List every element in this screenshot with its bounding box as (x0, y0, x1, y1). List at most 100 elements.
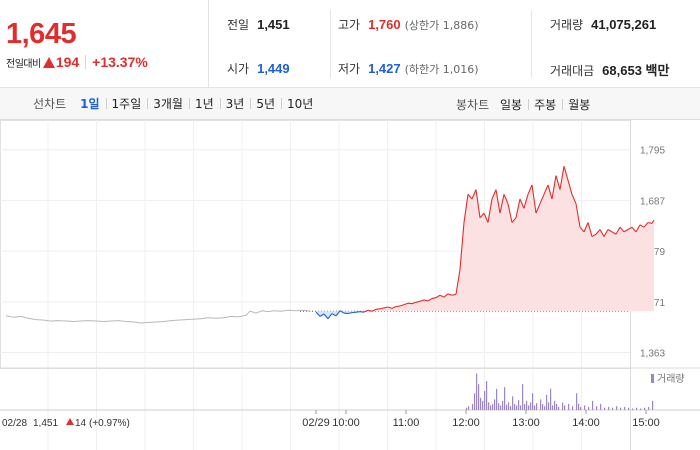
volume-bar (636, 407, 638, 410)
price-line-segment (479, 212, 485, 219)
volume-bar (484, 391, 486, 410)
volume-bar (502, 400, 504, 410)
price-line-segment (643, 222, 649, 228)
tab-1-year[interactable]: 1년 (188, 95, 220, 112)
price-line-segment (447, 293, 453, 296)
y-tick-label: 1,363 (640, 349, 665, 360)
price-line-segment (339, 310, 345, 314)
tab-1-day[interactable]: 1일 (80, 97, 100, 111)
change-row: 전일대비 194 +13.37% (6, 54, 148, 70)
price-line-segment (619, 226, 625, 233)
volume-bar (604, 407, 606, 410)
volume-bar (616, 406, 618, 410)
price-line-segment (571, 194, 577, 204)
volume-bar (534, 405, 536, 410)
stat-amount: 거래대금 68,653 백만 (550, 60, 669, 79)
price-line-segment (463, 194, 469, 223)
x-tick-label: 12:00 (452, 417, 480, 429)
tab-weekly-candle[interactable]: 주봉 (528, 96, 562, 113)
price-line-segment (451, 293, 457, 296)
price-line-segment (555, 175, 561, 190)
volume-bar (530, 402, 532, 410)
x-tick-label: 15:00 (632, 417, 660, 429)
stat-low: 저가 1,427 (하한가 1,016) (338, 60, 479, 77)
stat-open: 시가 1,449 (227, 60, 290, 77)
volume-bar (532, 393, 534, 410)
volume-bar (474, 393, 476, 410)
price-line-segment (499, 194, 505, 214)
price-line-segment (511, 217, 517, 223)
price-line-segment (627, 226, 633, 231)
volume-bar (506, 404, 508, 410)
price-line-segment (331, 313, 337, 317)
volume-bar (496, 388, 498, 410)
stat-high: 고가 1,760 (상한가 1,886) (338, 16, 479, 33)
volume-bar (546, 394, 548, 410)
divider (85, 55, 87, 69)
volume-bar (512, 396, 514, 410)
price-line-segment (559, 166, 565, 190)
price-line-segment (391, 306, 397, 309)
price-line-segment (519, 198, 525, 209)
tab-5-years[interactable]: 5년 (250, 95, 281, 112)
volume-bar (562, 402, 564, 410)
price-line-segment (635, 224, 641, 233)
price-line-segment (475, 189, 481, 218)
price-line-segment (379, 307, 385, 310)
tab-monthly-candle[interactable]: 월봉 (562, 96, 596, 113)
price-line-segment (495, 189, 501, 214)
price-line-segment (579, 226, 585, 233)
stat-label: 고가 (338, 18, 361, 32)
price-line-segment (459, 222, 465, 270)
volume-bar (644, 407, 646, 410)
price-line-segment (523, 194, 529, 209)
stat-label: 저가 (338, 62, 361, 76)
volume-bar (580, 406, 582, 410)
volume-bar (624, 406, 626, 410)
change-rate: +13.37% (92, 54, 148, 70)
volume-bar (564, 405, 566, 410)
price-line-segment (403, 302, 409, 306)
line-chart-title: 선차트 (33, 97, 67, 111)
volume-bar (550, 388, 552, 410)
tab-10-years[interactable]: 10년 (281, 95, 319, 112)
divider (330, 10, 331, 78)
volume-bar (488, 402, 490, 410)
volume-bar (520, 405, 522, 410)
volume-bar (482, 400, 484, 410)
divider (531, 10, 532, 78)
volume-bar (492, 403, 494, 410)
period-tab-bar: 선차트 1일 1주일 3개월 1년 3년 5년 10년 봉차트 일봉 주봉 월봉 (0, 88, 700, 120)
price-line-segment (587, 222, 593, 237)
price-line-segment (603, 229, 609, 237)
change-amount: 194 (55, 54, 80, 70)
candle-chart-title: 봉차트 (456, 98, 490, 112)
price-line-segment (599, 229, 605, 237)
volume-bar (500, 405, 502, 410)
price-line-segment (483, 212, 489, 223)
volume-bar (578, 403, 580, 410)
volume-bar (556, 403, 558, 410)
tab-daily-candle[interactable]: 일봉 (500, 98, 523, 112)
price-line-segment (419, 299, 425, 302)
volume-bar (632, 408, 634, 410)
change-label: 전일대비 (6, 58, 41, 70)
price-line-segment (591, 233, 597, 238)
prev-day-rate: (+0.97%) (89, 418, 130, 429)
tab-3-months[interactable]: 3개월 (147, 95, 189, 112)
price-line-segment (607, 229, 613, 233)
price-line-segment (531, 184, 537, 214)
tab-3-years[interactable]: 3년 (219, 95, 251, 112)
volume-bar (510, 406, 512, 410)
volume-bar (540, 399, 542, 410)
stat-value: 68,653 백만 (602, 63, 670, 78)
price-line-segment (547, 184, 553, 200)
volume-bar (612, 407, 614, 410)
volume-bar (476, 373, 478, 410)
price-line-segment (615, 226, 621, 235)
x-tick-label: 11:00 (393, 417, 420, 429)
stat-value: 1,449 (257, 61, 290, 76)
tab-1-week[interactable]: 1주일 (105, 95, 148, 112)
price-line-segment (431, 297, 437, 300)
volume-bar (468, 406, 470, 410)
